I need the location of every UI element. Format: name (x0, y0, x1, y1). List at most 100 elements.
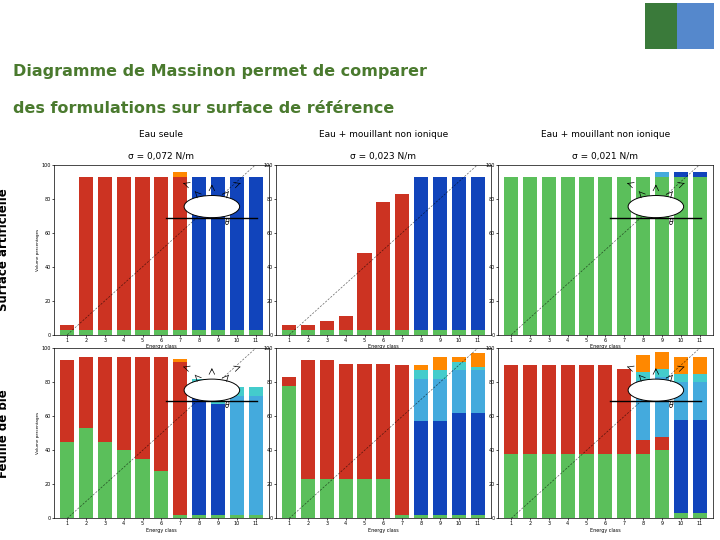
Bar (98, 330, 112, 335)
Bar (282, 330, 296, 335)
Text: σ = 0,072 N/m: σ = 0,072 N/m (128, 152, 194, 161)
Bar (79, 330, 93, 335)
X-axis label: Energy class: Energy class (368, 344, 399, 349)
Bar (395, 194, 409, 330)
Bar (230, 387, 244, 396)
Bar (655, 177, 669, 335)
Bar (320, 330, 334, 335)
Bar (471, 367, 485, 370)
Bar (98, 357, 112, 442)
Bar (433, 515, 447, 518)
Bar (192, 330, 206, 335)
Bar (358, 480, 372, 518)
Bar (674, 382, 688, 420)
Bar (471, 515, 485, 518)
Bar (655, 172, 669, 177)
Bar (504, 177, 518, 335)
Bar (60, 442, 74, 518)
Bar (174, 359, 187, 362)
Bar (154, 471, 168, 518)
Bar (561, 365, 575, 454)
Bar (174, 330, 187, 335)
Bar (580, 177, 593, 335)
Bar (674, 420, 688, 514)
Bar (655, 450, 669, 518)
Bar (580, 365, 593, 454)
Bar (471, 353, 485, 367)
Bar (230, 330, 244, 335)
Bar (192, 515, 206, 518)
Bar (414, 379, 428, 421)
Bar (580, 454, 593, 518)
Bar (636, 454, 650, 518)
Bar (598, 365, 613, 454)
Bar (338, 480, 353, 518)
Bar (248, 515, 263, 518)
Bar (451, 362, 466, 370)
Bar (211, 396, 225, 404)
Bar (301, 325, 315, 330)
Bar (674, 177, 688, 335)
Bar (433, 177, 447, 330)
Bar (693, 374, 706, 382)
Bar (211, 515, 225, 518)
Bar (338, 316, 353, 330)
Bar (674, 374, 688, 382)
Bar (230, 396, 244, 515)
Bar (320, 321, 334, 330)
Bar (523, 365, 537, 454)
Bar (414, 515, 428, 518)
Bar (433, 357, 447, 370)
Bar (338, 363, 353, 480)
Bar (433, 330, 447, 335)
Y-axis label: Volume percentages: Volume percentages (37, 228, 40, 271)
Bar (561, 177, 575, 335)
Bar (471, 330, 485, 335)
Bar (98, 177, 112, 330)
Bar (230, 515, 244, 518)
Bar (542, 177, 556, 335)
Bar (192, 379, 206, 387)
Bar (617, 369, 631, 454)
Bar (211, 177, 225, 330)
Bar (678, 3, 714, 49)
Bar (617, 454, 631, 518)
Bar (674, 514, 688, 518)
Bar (674, 172, 688, 177)
Bar (135, 330, 150, 335)
Text: Rétention: Rétention (13, 16, 127, 36)
X-axis label: Energy class: Energy class (590, 528, 621, 532)
Bar (135, 459, 150, 518)
X-axis label: Energy class: Energy class (146, 528, 177, 532)
Bar (117, 177, 131, 330)
Bar (636, 381, 650, 440)
Bar (523, 454, 537, 518)
Bar (192, 396, 206, 515)
Bar (523, 177, 537, 335)
Bar (504, 365, 518, 454)
Bar (174, 177, 187, 330)
Text: σ = 0,023 N/m: σ = 0,023 N/m (351, 152, 416, 161)
Bar (693, 382, 706, 420)
Bar (174, 172, 187, 177)
Bar (282, 386, 296, 518)
Bar (414, 330, 428, 335)
Bar (154, 177, 168, 330)
Bar (230, 177, 244, 330)
Bar (451, 330, 466, 335)
Bar (377, 363, 390, 480)
Bar (320, 360, 334, 480)
Bar (451, 357, 466, 362)
Bar (192, 387, 206, 396)
Bar (248, 387, 263, 396)
Bar (79, 428, 93, 518)
Bar (174, 515, 187, 518)
Bar (598, 454, 613, 518)
Bar (395, 365, 409, 515)
Bar (655, 377, 669, 437)
Bar (471, 413, 485, 515)
Bar (433, 421, 447, 515)
Bar (174, 362, 187, 515)
Bar (117, 357, 131, 450)
Bar (154, 330, 168, 335)
